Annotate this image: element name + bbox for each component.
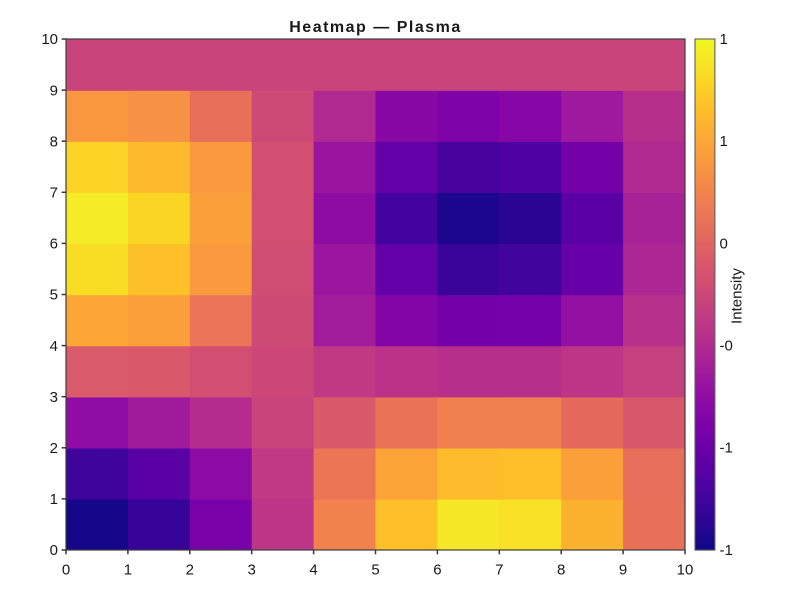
- svg-text:2: 2: [186, 561, 194, 578]
- svg-text:6: 6: [50, 236, 58, 253]
- svg-text:3: 3: [50, 389, 58, 406]
- svg-text:5: 5: [50, 287, 58, 304]
- svg-text:4: 4: [50, 338, 58, 355]
- svg-text:5: 5: [371, 561, 379, 578]
- svg-text:1: 1: [720, 133, 728, 150]
- svg-text:0: 0: [62, 561, 70, 578]
- svg-text:Heatmap — Plasma: Heatmap — Plasma: [289, 19, 462, 36]
- svg-text:8: 8: [557, 561, 565, 578]
- svg-text:4: 4: [309, 561, 317, 578]
- svg-text:8: 8: [50, 133, 58, 150]
- svg-text:-1: -1: [720, 440, 733, 457]
- svg-text:2: 2: [50, 440, 58, 457]
- svg-text:1: 1: [124, 561, 132, 578]
- svg-text:-1: -1: [720, 542, 733, 559]
- svg-text:1: 1: [720, 31, 728, 48]
- svg-text:1: 1: [50, 491, 58, 508]
- svg-text:3: 3: [248, 561, 256, 578]
- svg-text:0: 0: [720, 235, 728, 252]
- svg-text:6: 6: [433, 561, 441, 578]
- svg-text:10: 10: [677, 561, 694, 578]
- svg-text:-0: -0: [720, 337, 733, 354]
- svg-text:7: 7: [495, 561, 503, 578]
- svg-text:9: 9: [50, 82, 58, 99]
- svg-text:7: 7: [50, 185, 58, 202]
- svg-text:0: 0: [50, 542, 58, 559]
- svg-text:Intensity: Intensity: [729, 268, 746, 324]
- svg-text:10: 10: [41, 31, 58, 48]
- svg-text:9: 9: [619, 561, 627, 578]
